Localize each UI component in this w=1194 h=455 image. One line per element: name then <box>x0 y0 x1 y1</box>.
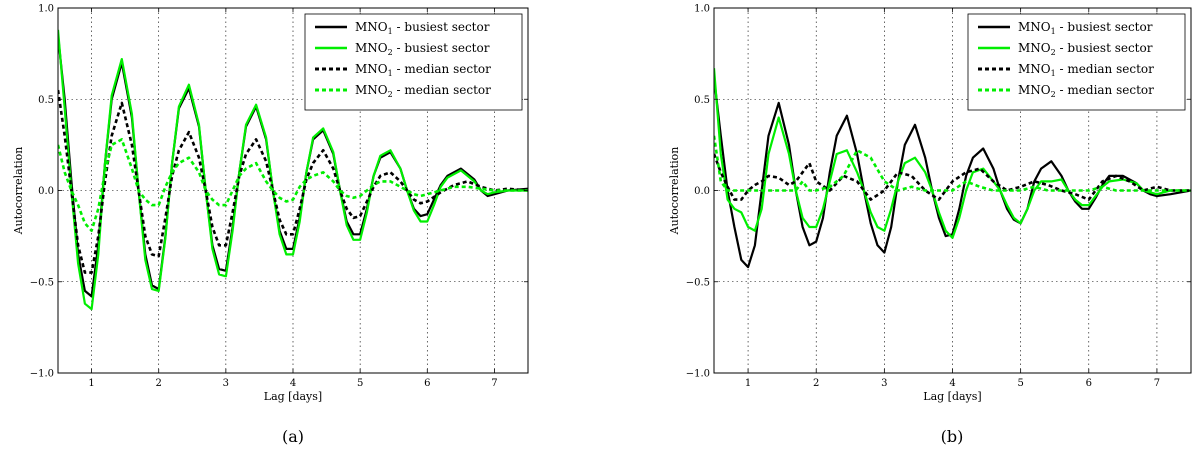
legend-entry-label: MNO1 - busiest sector <box>1018 20 1153 36</box>
legend-entry-label: MNO2 - median sector <box>1018 83 1154 99</box>
y-tick-label: −0.5 <box>686 277 710 288</box>
y-tick-label: 1.0 <box>38 4 54 15</box>
series-line-3 <box>58 89 528 274</box>
panel-caption: (b) <box>941 427 964 446</box>
y-axis-label: Autocorrelation <box>668 147 681 236</box>
x-tick-label: 2 <box>156 378 162 389</box>
legend-entry-label: MNO1 - median sector <box>1018 62 1154 78</box>
y-tick-label: −0.5 <box>30 277 54 288</box>
y-tick-label: 0.5 <box>694 95 710 106</box>
x-tick-label: 6 <box>1086 378 1092 389</box>
x-tick-label: 7 <box>1154 378 1160 389</box>
y-tick-label: −1.0 <box>686 369 710 380</box>
y-tick-label: 0.0 <box>694 186 710 197</box>
series-group <box>714 68 1191 269</box>
legend-entry-label: MNO2 - median sector <box>355 83 491 99</box>
x-tick-label: 3 <box>223 378 229 389</box>
series-line-1 <box>714 77 1191 269</box>
x-tick-label: 4 <box>949 378 955 389</box>
x-tick-label: 6 <box>424 378 430 389</box>
panel-b: 1 2 3 4 5 6 7 −1.0 −0.5 0.0 0.5 1.0 Lag [days] Autoco… <box>668 4 1192 446</box>
x-tick-label: 7 <box>491 378 497 389</box>
x-axis-label: Lag [days] <box>923 390 981 403</box>
legend-entry-label: MNO2 - busiest sector <box>1018 41 1153 57</box>
panel-caption: (a) <box>282 427 304 446</box>
y-tick-label: 0.0 <box>38 186 54 197</box>
legend: MNO1 - busiest sector MNO2 - busiest sect… <box>967 13 1186 111</box>
series-line-4 <box>714 135 1191 192</box>
x-tick-label: 1 <box>88 378 94 389</box>
legend-box <box>304 13 523 111</box>
x-tick-label: 1 <box>745 378 751 389</box>
legend-entry-label: MNO1 - busiest sector <box>355 20 490 36</box>
legend-entry-label: MNO1 - median sector <box>355 62 491 78</box>
legend-box <box>967 13 1186 111</box>
x-tick-label: 5 <box>357 378 363 389</box>
y-tick-label: 1.0 <box>694 4 710 15</box>
legend: MNO1 - busiest sector MNO2 - busiest sect… <box>304 13 523 111</box>
x-tick-label: 4 <box>290 378 296 389</box>
y-tick-label: 0.5 <box>38 95 54 106</box>
panel-a: 1 2 3 4 5 6 7 −1.0 −0.5 0.0 0.5 1.0 Lag [days] Autoco… <box>12 4 529 446</box>
x-tick-label: 5 <box>1017 378 1023 389</box>
series-line-2 <box>714 68 1191 239</box>
x-axis-label: Lag [days] <box>264 390 322 403</box>
y-tick-label: −1.0 <box>30 369 54 380</box>
series-line-4 <box>58 138 528 232</box>
legend-entry-label: MNO2 - busiest sector <box>355 41 490 57</box>
x-tick-label: 3 <box>881 378 887 389</box>
series-group <box>58 29 528 311</box>
series-line-2 <box>58 29 528 311</box>
x-tick-label: 2 <box>813 378 819 389</box>
y-axis-label: Autocorrelation <box>12 147 25 236</box>
